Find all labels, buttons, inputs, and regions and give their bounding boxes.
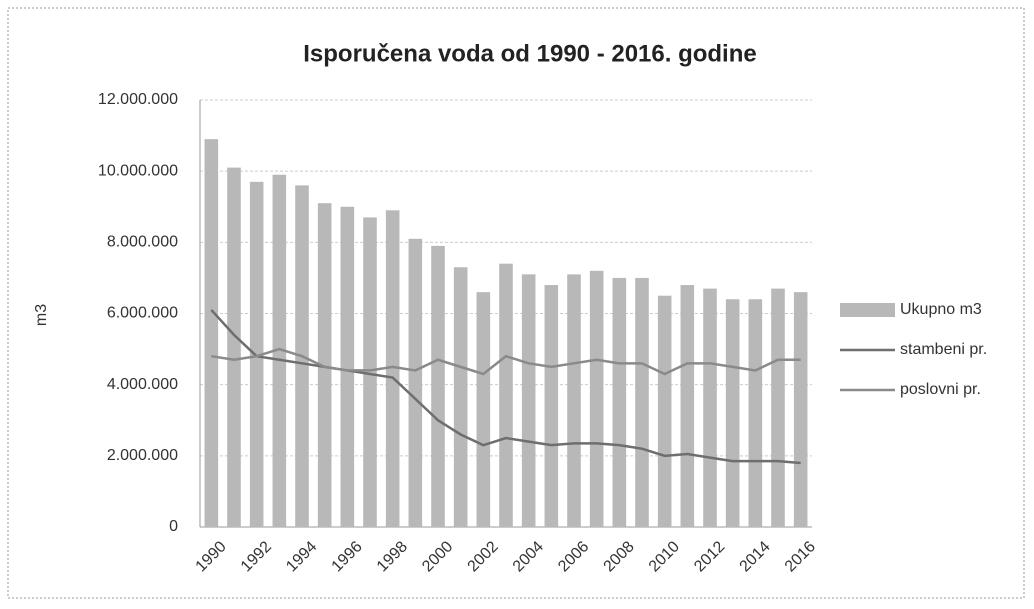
- legend-label: poslovni pr.: [900, 381, 981, 398]
- bar: [408, 238, 423, 527]
- legend-label: stambeni pr.: [900, 341, 987, 358]
- bar: [453, 267, 468, 527]
- bar: [703, 288, 717, 527]
- bar: [476, 292, 491, 527]
- bar: [363, 217, 377, 528]
- y-tick-label: 2.000.000: [107, 447, 178, 464]
- line: [210, 309, 801, 465]
- y-axis-label: m3: [33, 304, 50, 326]
- bar: [657, 295, 672, 527]
- line: [211, 347, 801, 376]
- y-tick-label: 4.000.000: [107, 376, 178, 393]
- bar: [680, 285, 695, 527]
- bar: [748, 299, 763, 527]
- bar: [544, 285, 559, 527]
- legend-label: Ukupno m3: [900, 301, 982, 318]
- y-tick-label: 6.000.000: [107, 305, 178, 322]
- bar: [249, 181, 264, 527]
- bar: [612, 277, 627, 527]
- bar: [431, 245, 445, 527]
- legend-swatch: [840, 303, 895, 317]
- bar: [317, 203, 332, 528]
- bar: [771, 288, 785, 527]
- bar: [340, 206, 355, 527]
- y-tick-label: 8.000.000: [107, 234, 178, 251]
- bar: [725, 299, 740, 527]
- bar: [272, 174, 287, 527]
- bar: [567, 274, 581, 527]
- y-tick-label: 12.000.000: [98, 91, 178, 108]
- bar: [793, 292, 808, 527]
- bar: [521, 274, 536, 527]
- bar: [385, 210, 400, 527]
- bar: [635, 277, 649, 527]
- bar: [227, 167, 241, 527]
- bar: [204, 139, 219, 527]
- chart-title: Isporučena voda od 1990 - 2016. godine: [303, 40, 756, 67]
- bar: [589, 270, 604, 527]
- y-tick-label: 10.000.000: [98, 162, 178, 179]
- y-tick-label: 0: [169, 518, 178, 535]
- bar: [499, 263, 513, 527]
